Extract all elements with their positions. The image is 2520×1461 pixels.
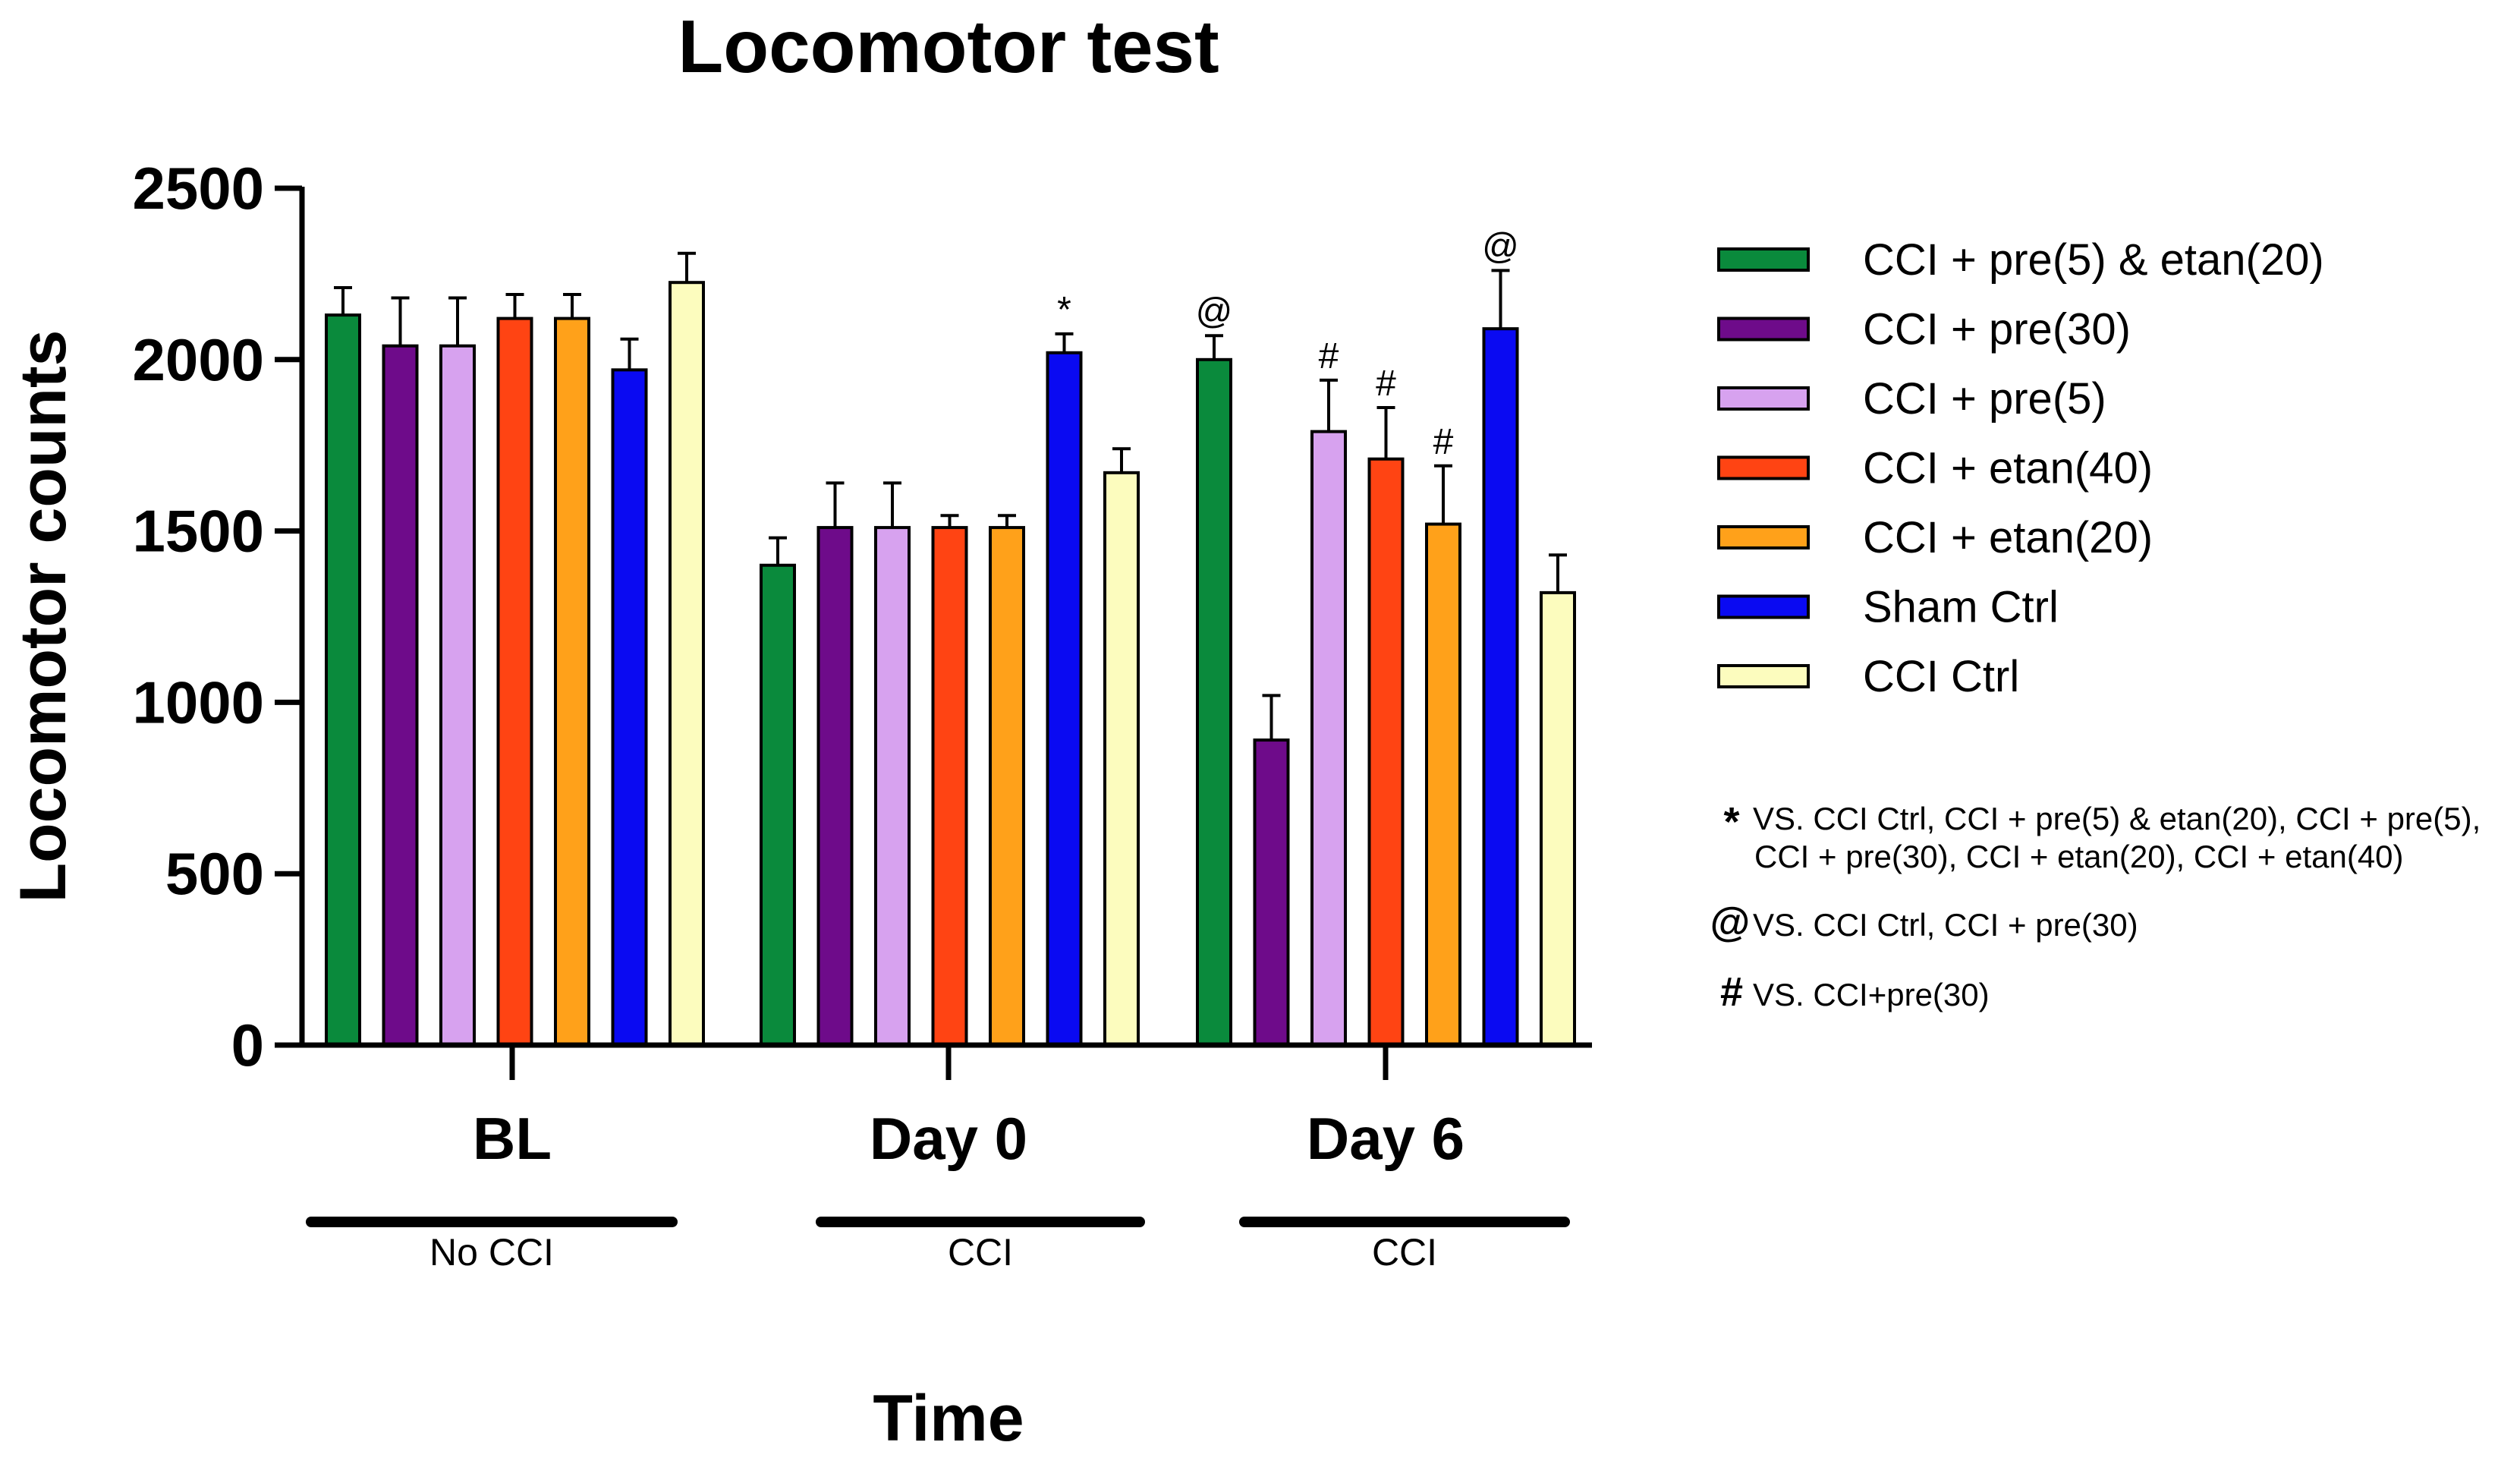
bar bbox=[1425, 522, 1461, 1047]
x-tick-label: Day 6 bbox=[1307, 1105, 1464, 1172]
note-text: VS. CCI Ctrl, CCI + pre(5) & etan(20), C… bbox=[1753, 801, 2481, 836]
x-tick-label: BL bbox=[473, 1105, 552, 1172]
y-tick-label: 2500 bbox=[132, 155, 264, 222]
bar bbox=[874, 526, 911, 1047]
y-tick-label: 0 bbox=[231, 1012, 264, 1078]
legend-swatch bbox=[1717, 594, 1810, 619]
bar bbox=[1103, 471, 1140, 1047]
bar bbox=[1046, 351, 1083, 1047]
bar bbox=[611, 368, 648, 1047]
legend-swatch bbox=[1717, 525, 1810, 549]
legend-item-label: CCI + pre(30) bbox=[1863, 305, 2131, 354]
significance-marker: * bbox=[1057, 290, 1071, 330]
note-text: VS. CCI+pre(30) bbox=[1753, 977, 1990, 1012]
significance-marker: # bbox=[1433, 422, 1454, 462]
note-symbol: * bbox=[1723, 799, 1739, 845]
plot-area: @ # # # * @0 500 1000 1500 2000 2500 BL Day 0 Day 6 No… bbox=[132, 155, 1592, 1274]
y-tick-label: 500 bbox=[165, 840, 264, 907]
bar bbox=[439, 344, 476, 1047]
note-text-continued: CCI + pre(30), CCI + etan(20), CCI + eta… bbox=[1754, 839, 2404, 874]
significance-marker: @ bbox=[1196, 291, 1233, 332]
legend-item-label: CCI + pre(5) bbox=[1863, 374, 2106, 424]
y-tick-label: 1000 bbox=[132, 669, 264, 735]
significance-marker: @ bbox=[1482, 226, 1519, 266]
note-symbol: # bbox=[1720, 969, 1743, 1015]
note-symbol: @ bbox=[1710, 899, 1751, 945]
note-text: VS. CCI Ctrl, CCI + pre(30) bbox=[1753, 907, 2138, 943]
significance-notes: * VS. CCI Ctrl, CCI + pre(5) & etan(20), … bbox=[1710, 799, 2481, 1015]
legend-item-label: CCI + etan(20) bbox=[1863, 513, 2153, 562]
y-tick-label: 1500 bbox=[132, 498, 264, 565]
legend-item-label: CCI + etan(40) bbox=[1863, 444, 2153, 493]
legend-swatch bbox=[1717, 386, 1810, 411]
bar bbox=[931, 526, 968, 1047]
bar bbox=[382, 344, 419, 1047]
bar bbox=[1482, 327, 1519, 1047]
bar bbox=[1310, 430, 1347, 1047]
chart-title: Locomotor test bbox=[678, 5, 1219, 88]
legend-item-label: Sham Ctrl bbox=[1863, 583, 2059, 632]
bar bbox=[496, 316, 533, 1047]
group-label: CCI bbox=[948, 1231, 1013, 1274]
bar bbox=[669, 281, 705, 1047]
y-axis-label: Locomotor counts bbox=[7, 330, 80, 903]
significance-marker: # bbox=[1319, 336, 1339, 376]
bar bbox=[554, 316, 590, 1047]
bar bbox=[989, 526, 1025, 1047]
bar bbox=[1253, 738, 1290, 1047]
bar bbox=[760, 563, 796, 1047]
bar bbox=[1367, 457, 1405, 1047]
y-tick-label: 2000 bbox=[132, 326, 264, 393]
significance-marker: # bbox=[1376, 364, 1396, 404]
legend: CCI + pre(5) & etan(20) CCI + pre(30) CCI … bbox=[1717, 235, 2324, 701]
legend-swatch bbox=[1717, 247, 1810, 272]
group-label: CCI bbox=[1372, 1231, 1437, 1274]
x-axis-label: Time bbox=[873, 1382, 1024, 1455]
legend-swatch bbox=[1717, 316, 1810, 342]
legend-swatch bbox=[1717, 664, 1810, 688]
bar bbox=[325, 313, 361, 1047]
x-tick-label: Day 0 bbox=[870, 1105, 1027, 1172]
legend-swatch bbox=[1717, 455, 1810, 480]
legend-item-label: CCI + pre(5) & etan(20) bbox=[1863, 235, 2324, 285]
bar bbox=[816, 526, 854, 1047]
bar bbox=[1540, 590, 1576, 1047]
group-label: No CCI bbox=[429, 1231, 554, 1274]
legend-item-label: CCI Ctrl bbox=[1863, 652, 2019, 701]
bar bbox=[1196, 357, 1232, 1047]
